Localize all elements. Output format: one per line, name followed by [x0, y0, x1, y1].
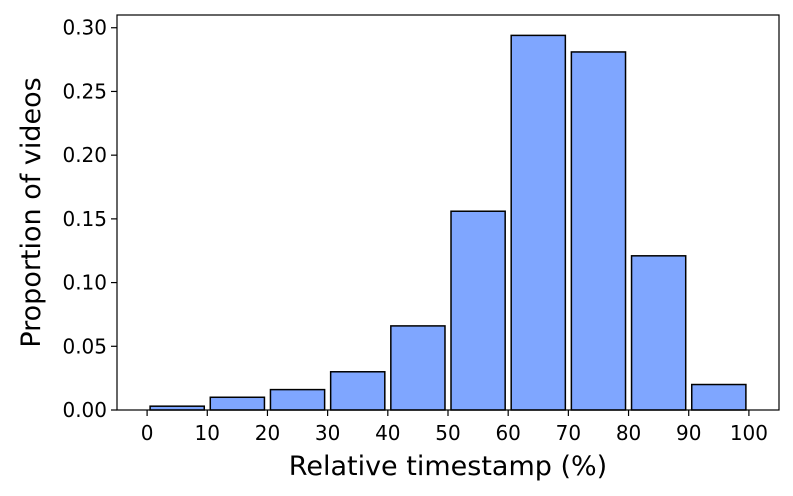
y-tick-label: 0.20	[62, 143, 107, 167]
bar-90-100	[690, 383, 747, 411]
bar-40-50	[390, 325, 446, 411]
x-tick-label: 30	[315, 421, 340, 445]
x-axis-label: Relative timestamp (%)	[289, 451, 607, 482]
y-tick-label: 0.05	[62, 334, 107, 358]
x-tick-label: 20	[255, 421, 280, 445]
y-tick-label: 0.25	[62, 79, 107, 103]
bar-10-20	[209, 396, 266, 411]
y-axis-label: Proportion of videos	[16, 77, 47, 347]
x-tick-label: 60	[495, 421, 520, 445]
x-axis-ticks: 0 10 20 30 40 50 60 70 80 90 100	[141, 410, 768, 445]
y-tick-label: 0.30	[62, 16, 107, 40]
bar-80-90	[630, 255, 687, 411]
bar-20-30	[269, 388, 326, 411]
x-tick-label: 80	[616, 421, 641, 445]
x-tick-label: 0	[141, 421, 154, 445]
x-tick-label: 40	[375, 421, 400, 445]
y-tick-label: 0.10	[62, 271, 107, 295]
y-tick-label: 0.00	[62, 398, 107, 422]
bar-70-80	[570, 51, 627, 411]
bars-group	[149, 34, 747, 411]
bar-60-70	[510, 34, 567, 411]
x-tick-label: 100	[730, 421, 768, 445]
bar-50-60	[450, 210, 506, 411]
x-tick-label: 10	[195, 421, 220, 445]
bar-30-40	[329, 371, 386, 411]
y-axis-ticks: 0.00 0.05 0.10 0.15 0.20 0.25 0.30	[62, 16, 117, 422]
x-tick-label: 50	[435, 421, 460, 445]
x-tick-label: 70	[556, 421, 581, 445]
y-tick-label: 0.15	[62, 207, 107, 231]
plot-frame	[116, 14, 780, 411]
x-tick-label: 90	[676, 421, 701, 445]
